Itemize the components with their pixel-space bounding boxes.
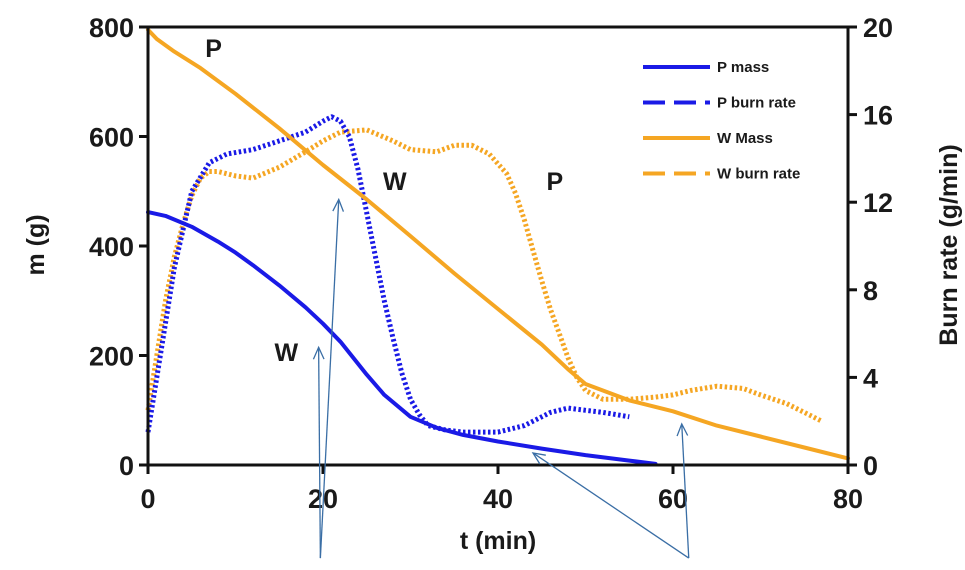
legend-label-w-mass: W Mass [717, 130, 773, 147]
arrow-layer [312, 197, 690, 559]
legend-label-w-burn-rate: W burn rate [717, 166, 800, 183]
curve-annotation-label: P [205, 35, 222, 63]
y-tick-label: 400 [89, 232, 134, 262]
curve-annotation-label: W [274, 339, 298, 367]
y2-tick-label: 20 [863, 13, 893, 43]
y-axis-title: m (g) [22, 214, 50, 275]
y-tick-label: 0 [119, 451, 134, 481]
x-tick-label: 80 [833, 484, 863, 514]
y2-tick-label: 4 [863, 363, 878, 393]
legend-label-p-burn-rate: P burn rate [717, 95, 796, 112]
series-line-p-mass [146, 210, 658, 466]
series-layer [145, 27, 850, 466]
callout-arrow [531, 452, 690, 559]
y2-axis-title: Burn rate (g/min) [935, 144, 963, 345]
x-tick-label: 0 [140, 484, 155, 514]
y2-tick-label: 0 [863, 451, 878, 481]
x-axis-title: t (min) [460, 527, 536, 555]
x-tick-label: 40 [483, 484, 513, 514]
series-line-w-burn-rate [145, 127, 823, 424]
y-tick-label: 800 [89, 13, 134, 43]
y2-tick-label: 12 [863, 188, 893, 218]
curve-annotation-label: W [383, 168, 407, 196]
callout-arrow [312, 345, 325, 559]
y-tick-label: 200 [89, 342, 134, 372]
annotation-layer: P W P W [205, 35, 563, 367]
y2-tick-label: 16 [863, 101, 893, 131]
y-tick-label: 600 [89, 123, 134, 153]
ticks-layer: 0204060800200400600800048121620 [89, 13, 893, 514]
callout-arrow [676, 422, 690, 559]
series-line-p-burn-rate [145, 114, 630, 435]
plot-frame [146, 25, 850, 467]
y2-tick-label: 8 [863, 276, 878, 306]
legend: P mass P burn rate W Mass W burn rate [643, 59, 800, 183]
series-line-w-mass [146, 27, 850, 461]
callout-arrow [319, 197, 345, 559]
x-tick-label: 60 [658, 484, 688, 514]
legend-label-p-mass: P mass [717, 59, 769, 76]
curve-annotation-label: P [547, 168, 564, 196]
